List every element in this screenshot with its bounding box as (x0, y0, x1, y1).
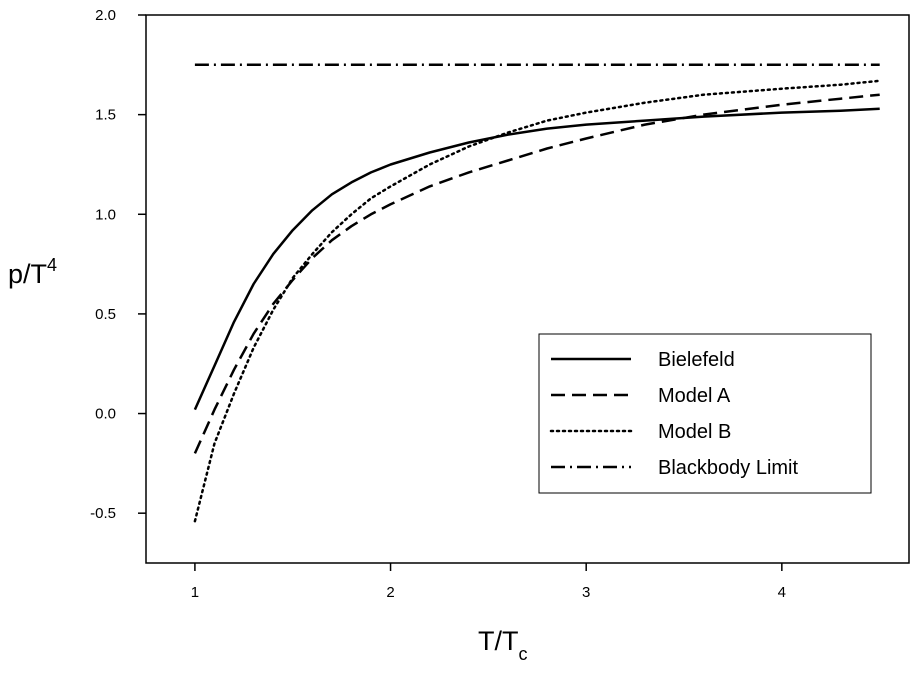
legend: Bielefeld Model A Model B Blackbody Limit (538, 333, 872, 494)
x-tick-label: 2 (386, 584, 394, 601)
x-axis-ticks: 1 2 3 4 (191, 563, 786, 601)
y-axis-ticks: -0.5 0.0 0.5 1.0 1.5 2.0 (90, 7, 146, 522)
y-axis-title-sup: 4 (47, 255, 57, 275)
x-tick-label: 1 (191, 584, 199, 601)
legend-items: Bielefeld Model A Model B Blackbody Limit (549, 349, 799, 479)
y-tick-label: 1.5 (95, 107, 116, 124)
legend-label-bielefeld: Bielefeld (658, 349, 735, 371)
x-tick-label: 3 (582, 584, 590, 601)
y-tick-label: -0.5 (90, 505, 116, 522)
y-axis-title-main: p/T (8, 259, 47, 289)
y-axis-title: p/T4 (8, 255, 57, 289)
legend-box (538, 333, 872, 494)
x-axis-title: T/Tc (478, 626, 528, 664)
x-tick-label: 4 (778, 584, 786, 601)
legend-label-blackbody-limit: Blackbody Limit (658, 457, 799, 479)
series-lines (193, 63, 881, 523)
legend-label-model-b: Model B (658, 421, 731, 443)
x-axis-title-sub: c (519, 644, 528, 664)
legend-label-model-a: Model A (658, 385, 731, 407)
y-tick-label: 2.0 (95, 7, 116, 24)
series-line-model-a (193, 93, 880, 454)
series-line-model-b (193, 79, 881, 523)
plot-frame (145, 14, 910, 564)
y-tick-label: 1.0 (95, 206, 116, 223)
x-axis-title-main: T/T (478, 626, 519, 656)
y-tick-label: 0.5 (95, 306, 116, 323)
y-tick-label: 0.0 (95, 406, 116, 423)
